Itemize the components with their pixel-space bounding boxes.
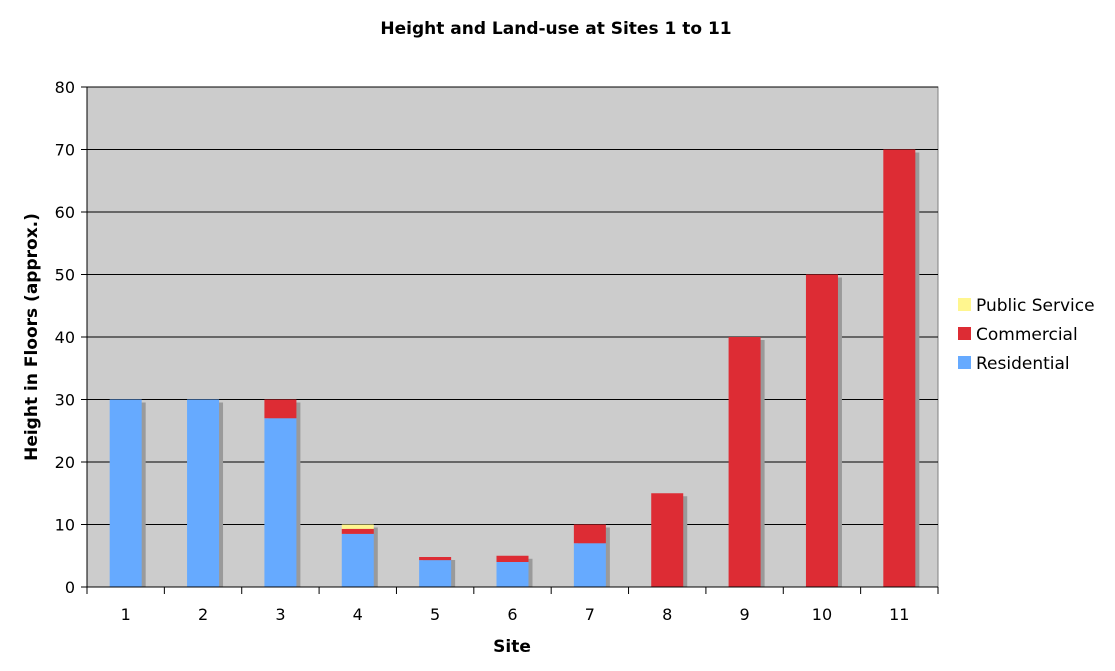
legend-swatch-residential	[958, 356, 971, 369]
bar-residential-site-3	[264, 418, 297, 587]
x-tick-label: 11	[889, 605, 909, 624]
x-tick-label: 3	[275, 605, 285, 624]
bar-residential-site-2	[187, 399, 220, 587]
bar-commercial-site-11	[883, 149, 916, 587]
x-tick-label: 2	[198, 605, 208, 624]
legend-swatch-public-service	[958, 298, 971, 311]
y-tick-label: 40	[55, 328, 75, 347]
bar-commercial-site-6	[496, 555, 529, 562]
bar-commercial-site-8	[651, 493, 684, 587]
legend: Public Service Commercial Residential	[958, 296, 1095, 374]
legend-swatch-commercial	[958, 327, 971, 340]
x-tick-label: 7	[585, 605, 595, 624]
bar-residential-site-4	[341, 533, 374, 587]
bar-commercial-site-3	[264, 399, 297, 419]
bar-residential-site-6	[496, 562, 529, 587]
x-tick-label: 5	[430, 605, 440, 624]
bar-commercial-site-9	[728, 337, 761, 587]
bar-residential-site-7	[573, 543, 606, 587]
x-tick-label: 8	[662, 605, 672, 624]
y-tick-label: 80	[55, 78, 75, 97]
bar-residential-site-1	[109, 399, 142, 587]
x-tick-label: 9	[739, 605, 749, 624]
legend-label-commercial: Commercial	[976, 325, 1078, 345]
bar-public-service-site-4	[341, 524, 374, 529]
x-tick-label: 10	[812, 605, 832, 624]
y-tick-label: 70	[55, 141, 75, 160]
bar-commercial-site-5	[419, 557, 452, 561]
bar-commercial-site-10	[805, 274, 838, 587]
legend-label-residential: Residential	[976, 354, 1070, 374]
y-tick-label: 60	[55, 203, 75, 222]
y-tick-label: 20	[55, 453, 75, 472]
y-tick-label: 10	[55, 516, 75, 535]
legend-label-public-service: Public Service	[976, 296, 1095, 316]
chart-title: Height and Land-use at Sites 1 to 11	[380, 19, 731, 39]
y-tick-label: 0	[65, 578, 75, 597]
y-tick-label: 30	[55, 391, 75, 410]
bar-commercial-site-4	[341, 528, 374, 534]
bar-residential-site-5	[419, 560, 452, 587]
y-tick-label: 50	[55, 266, 75, 285]
x-axis-title: Site	[493, 637, 531, 657]
x-tick-label: 1	[121, 605, 131, 624]
x-tick-label: 4	[353, 605, 363, 624]
bar-commercial-site-7	[573, 524, 606, 544]
x-tick-label: 6	[507, 605, 517, 624]
plot-area: 0 10 20 30 40 50 60 70 80 1 2 3 4 5 6 7 8 9 10 11	[55, 78, 939, 624]
y-axis-title: Height in Floors (approx.)	[22, 213, 42, 461]
